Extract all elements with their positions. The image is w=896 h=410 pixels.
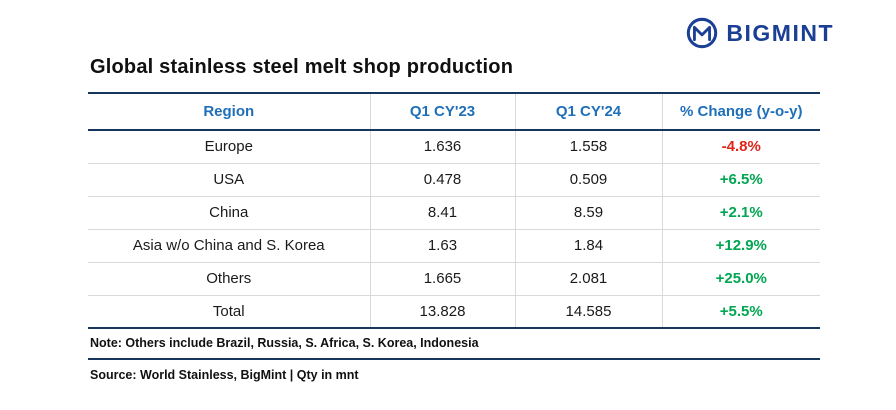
source-text: Source: World Stainless, BigMint | Qty i… xyxy=(90,368,359,382)
bigmint-logo-text: BIGMINT xyxy=(726,19,834,46)
region-cell: Total xyxy=(88,295,370,329)
production-table: Region Q1 CY'23 Q1 CY'24 % Change (y-o-y… xyxy=(88,92,820,329)
q1cy23-cell: 13.828 xyxy=(369,295,515,329)
table-row-total: Total 13.828 14.585 +5.5% xyxy=(88,295,820,329)
table-row: USA 0.478 0.509 +6.5% xyxy=(88,163,820,197)
page-title: Global stainless steel melt shop product… xyxy=(90,56,514,78)
change-cell: +25.0% xyxy=(661,262,820,296)
table-section: Global stainless steel melt shop product… xyxy=(88,56,820,390)
note-text: Note: Others include Brazil, Russia, S. … xyxy=(88,329,820,360)
change-cell: -4.8% xyxy=(661,130,820,164)
q1cy24-cell: 2.081 xyxy=(514,262,662,296)
region-cell: USA xyxy=(88,163,370,197)
q1cy23-cell: 8.41 xyxy=(369,196,515,230)
header-q1cy24: Q1 CY'24 xyxy=(514,92,662,131)
q1cy24-cell: 0.509 xyxy=(514,163,662,197)
table-body: Europe 1.636 1.558 -4.8% USA 0.478 0.509… xyxy=(88,130,820,329)
region-cell: China xyxy=(88,196,370,230)
header-q1cy23: Q1 CY'23 xyxy=(369,92,515,131)
q1cy24-cell: 8.59 xyxy=(514,196,662,230)
q1cy24-cell: 1.84 xyxy=(514,229,662,263)
q1cy23-cell: 0.478 xyxy=(369,163,515,197)
q1cy24-cell: 1.558 xyxy=(514,130,662,164)
q1cy23-cell: 1.665 xyxy=(369,262,515,296)
header-row: Region Q1 CY'23 Q1 CY'24 % Change (y-o-y… xyxy=(88,92,820,131)
region-cell: Others xyxy=(88,262,370,296)
bigmint-logo-icon xyxy=(685,16,719,50)
q1cy23-cell: 1.636 xyxy=(369,130,515,164)
region-cell: Asia w/o China and S. Korea xyxy=(88,229,370,263)
change-cell: +5.5% xyxy=(661,295,820,329)
table-row: Asia w/o China and S. Korea 1.63 1.84 +1… xyxy=(88,229,820,263)
table-row: China 8.41 8.59 +2.1% xyxy=(88,196,820,230)
bigmint-logo: BIGMINT xyxy=(685,16,834,50)
change-cell: +12.9% xyxy=(661,229,820,263)
q1cy23-cell: 1.63 xyxy=(369,229,515,263)
change-cell: +2.1% xyxy=(661,196,820,230)
header-region: Region xyxy=(88,92,370,131)
table-header: Region Q1 CY'23 Q1 CY'24 % Change (y-o-y… xyxy=(88,92,820,131)
q1cy24-cell: 14.585 xyxy=(514,295,662,329)
table-row: Others 1.665 2.081 +25.0% xyxy=(88,262,820,296)
region-cell: Europe xyxy=(88,130,370,164)
header-change: % Change (y-o-y) xyxy=(661,92,820,131)
table-row: Europe 1.636 1.558 -4.8% xyxy=(88,130,820,164)
change-cell: +6.5% xyxy=(661,163,820,197)
